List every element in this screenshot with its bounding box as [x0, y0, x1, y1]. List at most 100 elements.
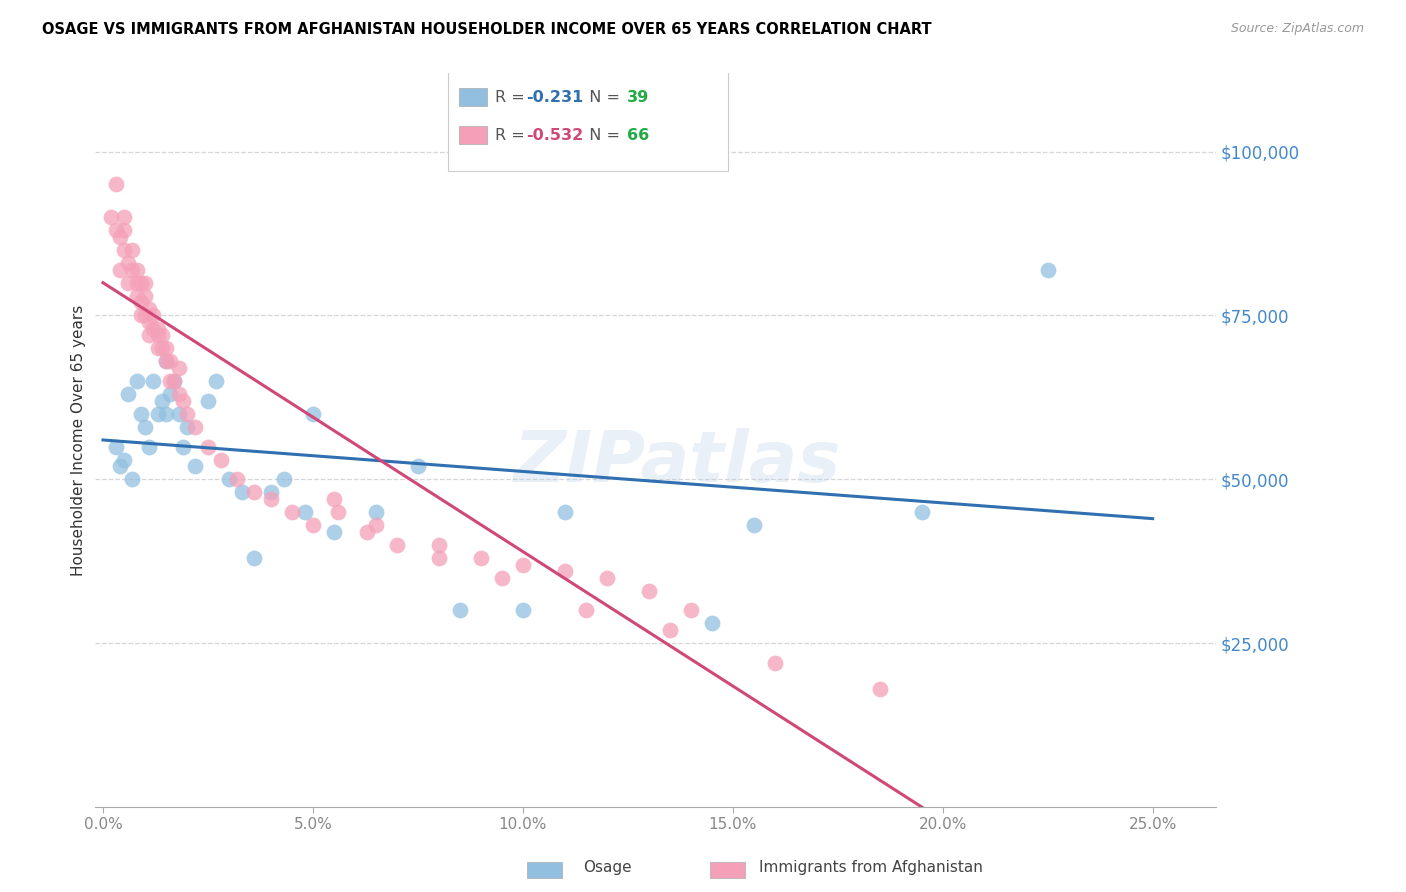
Point [226, 472, 249, 486]
Point [176, 420, 198, 434]
Point [385, 538, 408, 552]
Point [575, 603, 598, 617]
Point [176, 407, 198, 421]
Point [112, 210, 135, 224]
Point [260, 485, 283, 500]
Point [134, 276, 156, 290]
Point [125, 262, 148, 277]
Point [197, 393, 219, 408]
Point [356, 524, 378, 539]
Point [243, 551, 266, 566]
Point [596, 571, 619, 585]
Point [763, 656, 786, 670]
Point [134, 420, 156, 434]
Point [427, 551, 450, 566]
Point [138, 301, 160, 316]
Point [104, 440, 127, 454]
Text: Source: ZipAtlas.com: Source: ZipAtlas.com [1230, 22, 1364, 36]
Point [138, 440, 160, 454]
Point [205, 374, 228, 388]
Point [449, 603, 471, 617]
Point [869, 681, 891, 696]
Point [637, 583, 659, 598]
Point [197, 440, 219, 454]
Point [159, 374, 181, 388]
Point [142, 374, 165, 388]
Point [243, 485, 266, 500]
Text: R =: R = [495, 128, 530, 143]
FancyBboxPatch shape [447, 70, 728, 171]
Point [167, 407, 190, 421]
Text: 39: 39 [627, 90, 650, 104]
Point [512, 558, 534, 572]
Point [554, 564, 576, 578]
Point [184, 459, 207, 474]
Point [427, 538, 450, 552]
Text: -0.231: -0.231 [526, 90, 583, 104]
Point [322, 491, 344, 506]
Point [1036, 262, 1059, 277]
Text: R =: R = [495, 90, 530, 104]
Point [142, 309, 165, 323]
Point [142, 321, 165, 335]
Point [146, 321, 169, 335]
Point [172, 393, 194, 408]
Point [129, 407, 152, 421]
Point [112, 243, 135, 257]
Point [326, 505, 349, 519]
Point [159, 354, 181, 368]
Point [112, 452, 135, 467]
Point [184, 420, 207, 434]
Point [911, 505, 934, 519]
Point [108, 229, 131, 244]
Bar [458, 126, 486, 145]
Point [302, 407, 325, 421]
Point [218, 472, 240, 486]
Point [125, 374, 148, 388]
Point [104, 223, 127, 237]
Point [112, 223, 135, 237]
Point [294, 505, 316, 519]
Point [209, 452, 232, 467]
Point [470, 551, 492, 566]
Point [138, 315, 160, 329]
Point [117, 387, 139, 401]
Point [146, 407, 169, 421]
Point [406, 459, 429, 474]
Point [167, 387, 190, 401]
Point [150, 393, 173, 408]
Point [658, 623, 681, 637]
Point [159, 387, 181, 401]
Point [138, 328, 160, 343]
Point [172, 440, 194, 454]
Point [163, 374, 186, 388]
Text: ZIPatlas: ZIPatlas [513, 427, 841, 497]
Point [155, 354, 177, 368]
Bar [458, 87, 486, 106]
Point [231, 485, 253, 500]
Point [364, 505, 387, 519]
Point [134, 289, 156, 303]
Point [512, 603, 534, 617]
Point [108, 459, 131, 474]
Point [108, 262, 131, 277]
Text: OSAGE VS IMMIGRANTS FROM AFGHANISTAN HOUSEHOLDER INCOME OVER 65 YEARS CORRELATIO: OSAGE VS IMMIGRANTS FROM AFGHANISTAN HOU… [42, 22, 932, 37]
Point [155, 354, 177, 368]
Point [302, 518, 325, 533]
Point [281, 505, 304, 519]
Point [742, 518, 765, 533]
Point [260, 491, 283, 506]
Point [146, 328, 169, 343]
Point [129, 295, 152, 310]
Text: 66: 66 [627, 128, 650, 143]
Point [700, 616, 723, 631]
Point [134, 309, 156, 323]
Point [150, 341, 173, 355]
Point [322, 524, 344, 539]
Point [155, 407, 177, 421]
Point [554, 505, 576, 519]
Point [273, 472, 295, 486]
Text: Osage: Osage [583, 861, 633, 875]
Point [100, 210, 122, 224]
Text: -0.532: -0.532 [526, 128, 583, 143]
